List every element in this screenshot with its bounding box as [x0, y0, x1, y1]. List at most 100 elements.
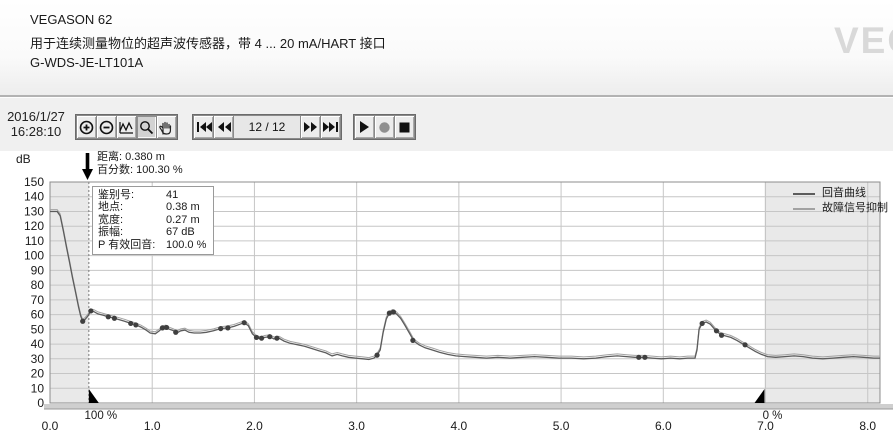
previous-record-button[interactable]	[213, 115, 234, 139]
x-tick-label: 2.0	[246, 419, 263, 433]
y-tick-label: 130	[24, 204, 44, 218]
cursor-annotation: 距离: 0.380 m 百分数: 100.30 %	[80, 151, 183, 180]
y-tick-label: 80	[31, 278, 45, 292]
legend-line-sample	[793, 192, 815, 195]
echo-marker-dot	[159, 325, 166, 331]
echo-marker-dot	[390, 309, 397, 315]
zoom-out-icon	[99, 120, 114, 134]
playback-controls	[353, 114, 416, 140]
play-icon	[360, 121, 369, 133]
legend-item-false-signal-suppression: 故障信号抑制	[793, 201, 888, 216]
echo-tooltip: 鉴别号: 41 地点: 0.38 m 宽度: 0.27 m 振幅: 67 dB …	[92, 186, 215, 256]
echo-marker-dot	[163, 324, 170, 331]
auto-range-button[interactable]	[116, 115, 137, 139]
echo-marker-dot	[253, 334, 260, 341]
legend: 回音曲线 故障信号抑制	[793, 186, 888, 216]
last-record-button[interactable]	[320, 115, 341, 139]
previous-record-icon	[217, 122, 231, 132]
down-arrow-icon	[82, 153, 93, 185]
play-button[interactable]	[354, 115, 375, 139]
echo-marker-dot	[80, 318, 86, 324]
empty-marker-triangle[interactable]	[754, 389, 765, 403]
echo-marker-dot	[267, 334, 273, 340]
device-tag: G-WDS-JE-LT101A	[30, 55, 144, 70]
y-tick-label: 110	[25, 234, 44, 248]
tooltip-label: 鉴别号:	[98, 189, 135, 201]
y-tick-label: 150	[24, 175, 44, 189]
shaded-region	[50, 182, 89, 403]
echo-marker-dot	[742, 342, 748, 348]
legend-label: 故障信号抑制	[822, 202, 888, 214]
record-counter: 12 / 12	[233, 115, 301, 139]
echo-marker-dot	[111, 315, 117, 321]
zoom-in-button[interactable]	[76, 115, 97, 139]
auto-range-curve-icon	[119, 120, 133, 134]
stop-icon	[399, 122, 410, 132]
legend-line-sample	[793, 207, 815, 210]
y-tick-label: 0	[37, 396, 44, 410]
plot-area[interactable]: 100 % 0 %01020304050607080901001101201301…	[0, 150, 893, 446]
stop-button[interactable]	[394, 115, 415, 139]
y-tick-label: 40	[31, 337, 45, 351]
echo-marker-dot	[713, 328, 720, 334]
echo-marker-dot	[225, 325, 231, 331]
zoom-area-button[interactable]	[136, 115, 157, 139]
date-label: 2016/1/27	[7, 109, 65, 124]
echo-marker-dot	[133, 322, 139, 328]
plot-border	[49, 181, 881, 404]
zoom-out-button[interactable]	[96, 115, 117, 139]
record-button[interactable]	[374, 115, 395, 139]
echo-marker-dot	[699, 320, 705, 327]
pan-button[interactable]	[156, 115, 177, 139]
empty-marker-label: 0 %	[763, 410, 783, 422]
y-tick-label: 70	[31, 293, 45, 307]
tooltip-label: P 有效回音:	[98, 238, 156, 251]
tooltip-value: 67 dB	[166, 226, 195, 239]
y-axis-unit-label: dB	[16, 152, 31, 166]
tooltip-value: 100.0 %	[166, 238, 207, 251]
y-tick-label: 60	[31, 308, 45, 322]
tooltip-value: 0.27 m	[166, 213, 200, 226]
zoom-controls	[75, 114, 178, 140]
first-record-button[interactable]	[193, 115, 214, 139]
echo-marker-dot	[218, 325, 224, 332]
x-axis-bar	[44, 404, 893, 409]
y-tick-label: 50	[31, 322, 45, 336]
toolbar: 2016/1/27 16:28:10	[0, 97, 893, 151]
record-datetime: 2016/1/27 16:28:10	[4, 109, 68, 139]
y-tick-label: 30	[31, 352, 45, 366]
y-tick-label: 20	[31, 367, 45, 381]
time-label: 16:28:10	[10, 124, 62, 139]
echo-curve-chart: dB 距离: 0.380 m 百分数: 100.30 % 100 % 0 % 0 10…	[0, 150, 893, 446]
zoom-in-icon	[79, 120, 94, 134]
echo-marker-dot	[173, 329, 179, 335]
echo-marker-dot	[718, 332, 725, 338]
cursor-percent: 百分数: 100.30 %	[97, 164, 183, 176]
y-tick-label: 140	[24, 190, 44, 204]
tooltip-value: 0.38 m	[166, 201, 200, 214]
x-tick-label: 7.0	[757, 419, 774, 433]
x-tick-label: 6.0	[655, 419, 672, 433]
x-tick-label: 4.0	[451, 419, 468, 433]
next-record-icon	[303, 122, 317, 132]
record-navigation: 12 / 12	[192, 114, 342, 140]
x-tick-label: 0.0	[42, 419, 59, 433]
pan-hand-icon	[159, 121, 172, 135]
echo-marker-dot	[274, 335, 280, 341]
echo-marker-dot	[410, 337, 416, 343]
y-tick-label: 10	[31, 381, 45, 395]
y-tick-label: 120	[24, 219, 44, 233]
full-marker-label: 100 %	[85, 410, 118, 422]
zoom-area-magnifier-icon	[140, 120, 154, 134]
y-tick-label: 90	[31, 263, 45, 277]
echo-marker-dot	[241, 320, 247, 326]
header: VEGASON 62 用于连续测量物位的超声波传感器，带 4 ... 20 mA…	[0, 0, 893, 97]
full-marker-triangle[interactable]	[88, 389, 99, 403]
y-tick-label: 100	[24, 249, 44, 263]
echo-marker-dot	[386, 310, 392, 316]
tooltip-label: 振幅:	[98, 226, 124, 239]
echo-marker-dot	[636, 354, 642, 360]
x-tick-label: 5.0	[553, 419, 570, 433]
next-record-button[interactable]	[300, 115, 321, 139]
